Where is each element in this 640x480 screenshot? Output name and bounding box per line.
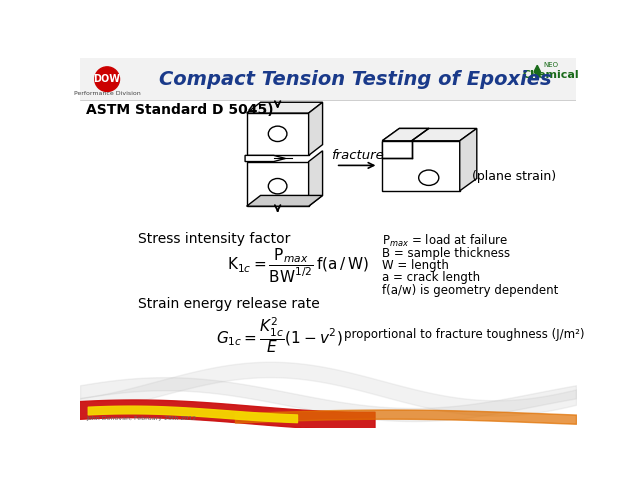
Ellipse shape xyxy=(268,179,287,194)
Text: Strain energy release rate: Strain energy release rate xyxy=(138,297,320,311)
Polygon shape xyxy=(246,102,323,113)
Text: B = sample thickness: B = sample thickness xyxy=(382,247,510,260)
Text: ASTM Standard D 5045): ASTM Standard D 5045) xyxy=(86,103,274,117)
Text: $\mathrm{P}_{max}$ = load at failure: $\mathrm{P}_{max}$ = load at failure xyxy=(382,233,508,249)
Polygon shape xyxy=(246,195,323,206)
Polygon shape xyxy=(382,141,412,158)
Text: a = crack length: a = crack length xyxy=(382,271,481,284)
Text: fracture: fracture xyxy=(331,149,384,162)
Text: $\mathrm{K}_{1c} = \dfrac{\mathrm{P}_{max}}{\mathrm{BW}^{1/2}} \, \mathrm{f(a\,/: $\mathrm{K}_{1c} = \dfrac{\mathrm{P}_{ma… xyxy=(227,246,369,285)
Polygon shape xyxy=(534,65,540,78)
Polygon shape xyxy=(308,151,323,206)
Polygon shape xyxy=(246,113,308,156)
Polygon shape xyxy=(382,129,477,141)
Polygon shape xyxy=(382,129,429,141)
Bar xyxy=(80,58,576,100)
Polygon shape xyxy=(382,129,429,141)
Polygon shape xyxy=(245,156,285,162)
Text: Compact Tension Testing of Epoxies: Compact Tension Testing of Epoxies xyxy=(159,70,552,89)
Text: proportional to fracture toughness (J/m²): proportional to fracture toughness (J/m²… xyxy=(344,328,584,341)
Text: Stress intensity factor: Stress intensity factor xyxy=(138,231,291,246)
Text: W = length: W = length xyxy=(382,259,449,272)
Text: f(a/w) is geometry dependent: f(a/w) is geometry dependent xyxy=(382,284,559,297)
Ellipse shape xyxy=(419,170,439,185)
Text: $\mathit{G}_{1c} = \dfrac{\mathit{K}_{1c}^{2}}{\mathit{E}} \left(1 - v^{2}\right: $\mathit{G}_{1c} = \dfrac{\mathit{K}_{1c… xyxy=(216,315,342,355)
Ellipse shape xyxy=(268,126,287,142)
Polygon shape xyxy=(246,162,308,206)
Circle shape xyxy=(95,67,120,92)
Text: NEO: NEO xyxy=(544,62,559,68)
Polygon shape xyxy=(308,102,323,156)
Text: John Donovan, February 28th 2012: John Donovan, February 28th 2012 xyxy=(86,416,196,421)
Text: Chemical: Chemical xyxy=(523,70,579,80)
Text: Performance Division: Performance Division xyxy=(74,91,141,96)
Text: DOW: DOW xyxy=(93,74,120,84)
Polygon shape xyxy=(460,129,477,191)
Text: (plane strain): (plane strain) xyxy=(472,170,556,183)
Polygon shape xyxy=(382,141,460,191)
